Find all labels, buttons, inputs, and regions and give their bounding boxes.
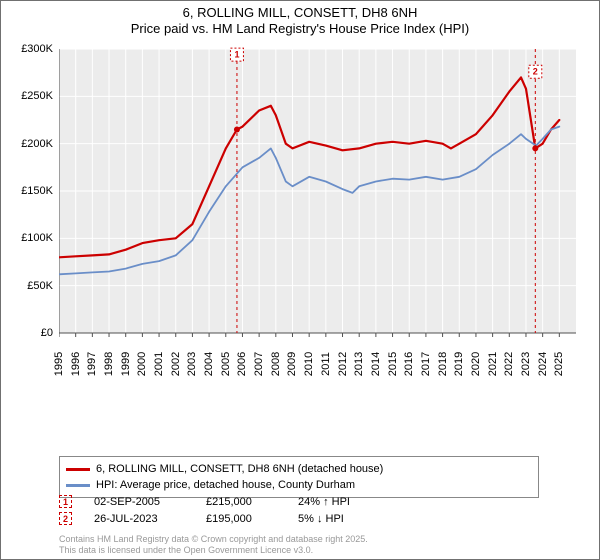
y-tick-label: £150K (7, 185, 53, 197)
x-tick-label: 2001 (153, 352, 165, 376)
x-tick-label: 2018 (437, 352, 449, 376)
x-tick-label: 2003 (186, 352, 198, 376)
x-tick-label: 2005 (220, 352, 232, 376)
footer-line1: Contains HM Land Registry data © Crown c… (59, 534, 368, 545)
footer: Contains HM Land Registry data © Crown c… (59, 534, 368, 556)
y-tick-label: £100K (7, 232, 53, 244)
svg-text:1: 1 (234, 50, 239, 60)
marker-badge-2: 2 (59, 512, 72, 525)
x-tick-label: 2017 (420, 352, 432, 376)
legend-label-hpi: HPI: Average price, detached house, Coun… (96, 477, 355, 493)
legend-label-subject: 6, ROLLING MILL, CONSETT, DH8 6NH (detac… (96, 461, 383, 477)
legend-swatch-hpi (66, 484, 90, 487)
outer-frame: 6, ROLLING MILL, CONSETT, DH8 6NH Price … (0, 0, 600, 560)
sale-row: 2 26-JUL-2023 £195,000 5% ↓ HPI (59, 512, 539, 525)
legend-row: HPI: Average price, detached house, Coun… (66, 477, 532, 493)
sale-pct: 5% ↓ HPI (298, 513, 408, 525)
x-tick-label: 1997 (86, 352, 98, 376)
x-tick-label: 2022 (503, 352, 515, 376)
x-tick-label: 2024 (537, 352, 549, 376)
title-line1: 6, ROLLING MILL, CONSETT, DH8 6NH (1, 5, 599, 20)
sale-price: £215,000 (206, 496, 276, 508)
x-tick-label: 2006 (236, 352, 248, 376)
x-tick-label: 2000 (136, 352, 148, 376)
y-tick-label: £250K (7, 90, 53, 102)
sale-price: £195,000 (206, 513, 276, 525)
sale-events: 1 02-SEP-2005 £215,000 24% ↑ HPI 2 26-JU… (59, 495, 539, 529)
sale-pct: 24% ↑ HPI (298, 496, 408, 508)
x-tick-label: 2012 (337, 352, 349, 376)
svg-text:2: 2 (533, 67, 538, 77)
legend-swatch-subject (66, 468, 90, 471)
legend-row: 6, ROLLING MILL, CONSETT, DH8 6NH (detac… (66, 461, 532, 477)
x-tick-label: 2009 (286, 352, 298, 376)
x-tick-label: 1998 (103, 352, 115, 376)
x-tick-label: 2020 (470, 352, 482, 376)
x-tick-label: 2023 (520, 352, 532, 376)
x-tick-label: 2016 (403, 352, 415, 376)
x-tick-label: 2007 (253, 352, 265, 376)
y-tick-label: £0 (7, 327, 53, 339)
x-tick-label: 2021 (487, 352, 499, 376)
x-tick-label: 2014 (370, 352, 382, 376)
x-tick-label: 1999 (120, 352, 132, 376)
marker-badge-1: 1 (59, 495, 72, 508)
sale-row: 1 02-SEP-2005 £215,000 24% ↑ HPI (59, 495, 539, 508)
sale-date: 02-SEP-2005 (94, 496, 184, 508)
chart: 12 £0£50K£100K£150K£200K£250K£300K 19951… (59, 43, 584, 388)
footer-line2: This data is licensed under the Open Gov… (59, 545, 368, 556)
sale-date: 26-JUL-2023 (94, 513, 184, 525)
y-tick-label: £50K (7, 280, 53, 292)
chart-svg: 12 (59, 43, 584, 388)
legend: 6, ROLLING MILL, CONSETT, DH8 6NH (detac… (59, 456, 539, 498)
x-tick-label: 1995 (53, 352, 65, 376)
x-tick-label: 2010 (303, 352, 315, 376)
title-block: 6, ROLLING MILL, CONSETT, DH8 6NH Price … (1, 1, 599, 36)
y-tick-label: £200K (7, 138, 53, 150)
x-tick-label: 1996 (70, 352, 82, 376)
x-tick-label: 2015 (387, 352, 399, 376)
x-tick-label: 2025 (553, 352, 565, 376)
x-tick-label: 2019 (453, 352, 465, 376)
y-tick-label: £300K (7, 43, 53, 55)
x-tick-label: 2008 (270, 352, 282, 376)
x-tick-label: 2004 (203, 352, 215, 376)
x-tick-label: 2002 (170, 352, 182, 376)
x-tick-label: 2013 (353, 352, 365, 376)
x-tick-label: 2011 (320, 352, 332, 376)
title-line2: Price paid vs. HM Land Registry's House … (1, 21, 599, 36)
